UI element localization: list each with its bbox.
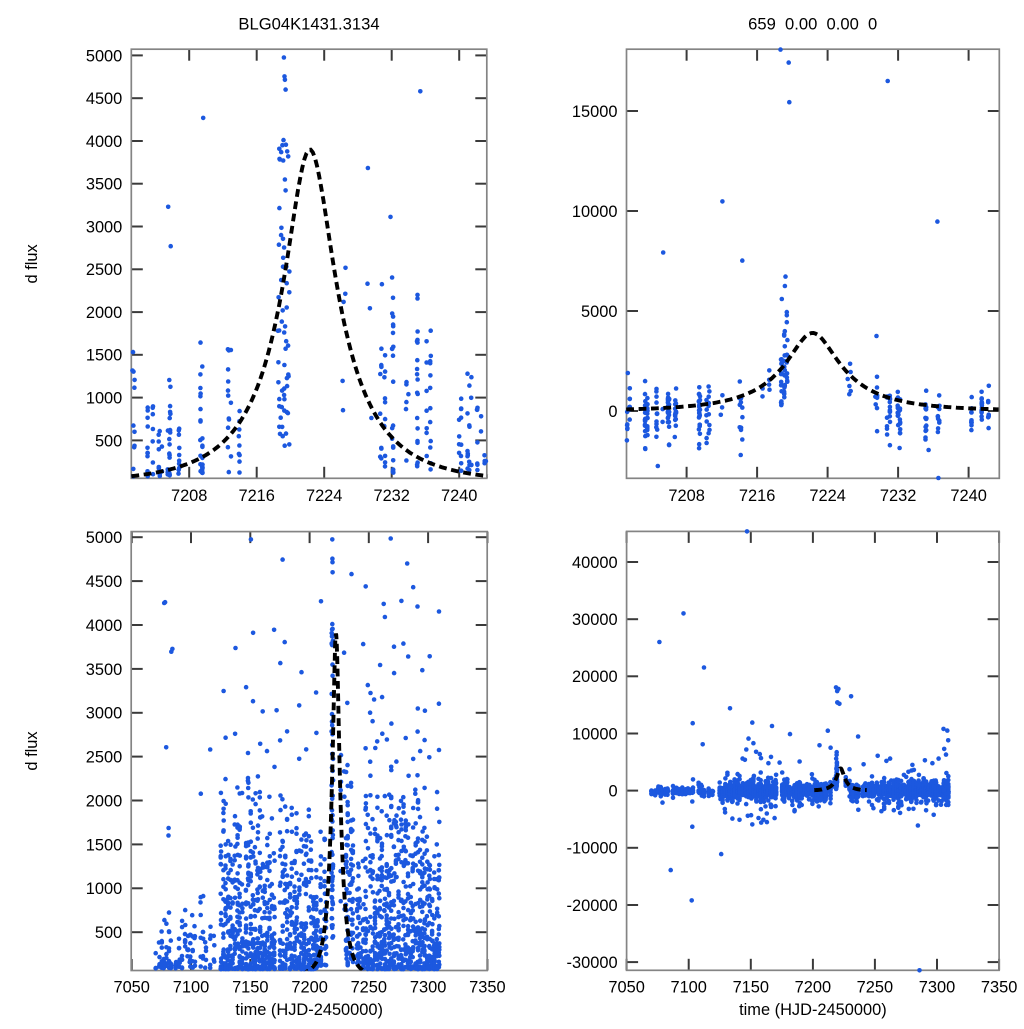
svg-text:10000: 10000 xyxy=(572,725,618,743)
svg-text:7240: 7240 xyxy=(950,487,986,505)
svg-text:1000: 1000 xyxy=(86,390,122,408)
svg-text:40000: 40000 xyxy=(572,554,618,572)
svg-text:7350: 7350 xyxy=(469,979,505,997)
svg-text:1000: 1000 xyxy=(86,880,122,898)
svg-text:-30000: -30000 xyxy=(567,954,618,972)
svg-text:7050: 7050 xyxy=(113,979,149,997)
svg-text:0: 0 xyxy=(608,403,617,421)
svg-text:BLG04K1431.3134: BLG04K1431.3134 xyxy=(238,15,379,34)
svg-text:7100: 7100 xyxy=(670,979,706,997)
svg-text:time (HJD-2450000): time (HJD-2450000) xyxy=(235,1001,383,1019)
svg-text:659 0.00 0.00 0: 659 0.00 0.00 0 xyxy=(748,15,877,34)
svg-text:3500: 3500 xyxy=(86,176,122,194)
svg-text:7350: 7350 xyxy=(981,979,1017,997)
svg-text:7150: 7150 xyxy=(733,979,769,997)
svg-text:1500: 1500 xyxy=(86,836,122,854)
svg-text:15000: 15000 xyxy=(572,103,618,121)
svg-text:7208: 7208 xyxy=(171,487,207,505)
svg-text:20000: 20000 xyxy=(572,668,618,686)
svg-text:2500: 2500 xyxy=(86,261,122,279)
svg-text:4500: 4500 xyxy=(86,90,122,108)
svg-text:7200: 7200 xyxy=(291,979,327,997)
svg-text:4500: 4500 xyxy=(86,573,122,591)
svg-text:5000: 5000 xyxy=(86,529,122,547)
svg-text:7250: 7250 xyxy=(857,979,893,997)
svg-text:4000: 4000 xyxy=(86,133,122,151)
svg-text:7232: 7232 xyxy=(880,487,916,505)
svg-text:3000: 3000 xyxy=(86,705,122,723)
svg-text:30000: 30000 xyxy=(572,611,618,629)
svg-text:7200: 7200 xyxy=(795,979,831,997)
svg-text:2000: 2000 xyxy=(86,792,122,810)
svg-text:d flux: d flux xyxy=(23,244,41,284)
svg-text:5000: 5000 xyxy=(86,47,122,65)
svg-text:500: 500 xyxy=(95,924,122,942)
svg-text:2500: 2500 xyxy=(86,749,122,767)
svg-text:7300: 7300 xyxy=(919,979,955,997)
svg-text:-20000: -20000 xyxy=(567,897,618,915)
svg-text:-10000: -10000 xyxy=(567,840,618,858)
svg-text:2000: 2000 xyxy=(86,304,122,322)
svg-text:7208: 7208 xyxy=(668,487,704,505)
svg-text:7050: 7050 xyxy=(608,979,644,997)
svg-text:d flux: d flux xyxy=(23,731,41,771)
svg-text:7100: 7100 xyxy=(173,979,209,997)
svg-text:7216: 7216 xyxy=(238,487,274,505)
svg-text:7224: 7224 xyxy=(306,487,342,505)
svg-text:7250: 7250 xyxy=(351,979,387,997)
svg-text:3500: 3500 xyxy=(86,661,122,679)
svg-text:4000: 4000 xyxy=(86,617,122,635)
svg-text:3000: 3000 xyxy=(86,218,122,236)
svg-text:7150: 7150 xyxy=(232,979,268,997)
svg-text:7216: 7216 xyxy=(739,487,775,505)
svg-text:7240: 7240 xyxy=(441,487,477,505)
svg-text:5000: 5000 xyxy=(581,303,617,321)
svg-text:1500: 1500 xyxy=(86,347,122,365)
svg-text:7224: 7224 xyxy=(809,487,845,505)
svg-text:500: 500 xyxy=(95,432,122,450)
svg-text:10000: 10000 xyxy=(572,203,618,221)
svg-text:7300: 7300 xyxy=(410,979,446,997)
svg-text:time (HJD-2450000): time (HJD-2450000) xyxy=(739,1001,887,1019)
svg-text:0: 0 xyxy=(608,783,617,801)
svg-text:7232: 7232 xyxy=(373,487,409,505)
